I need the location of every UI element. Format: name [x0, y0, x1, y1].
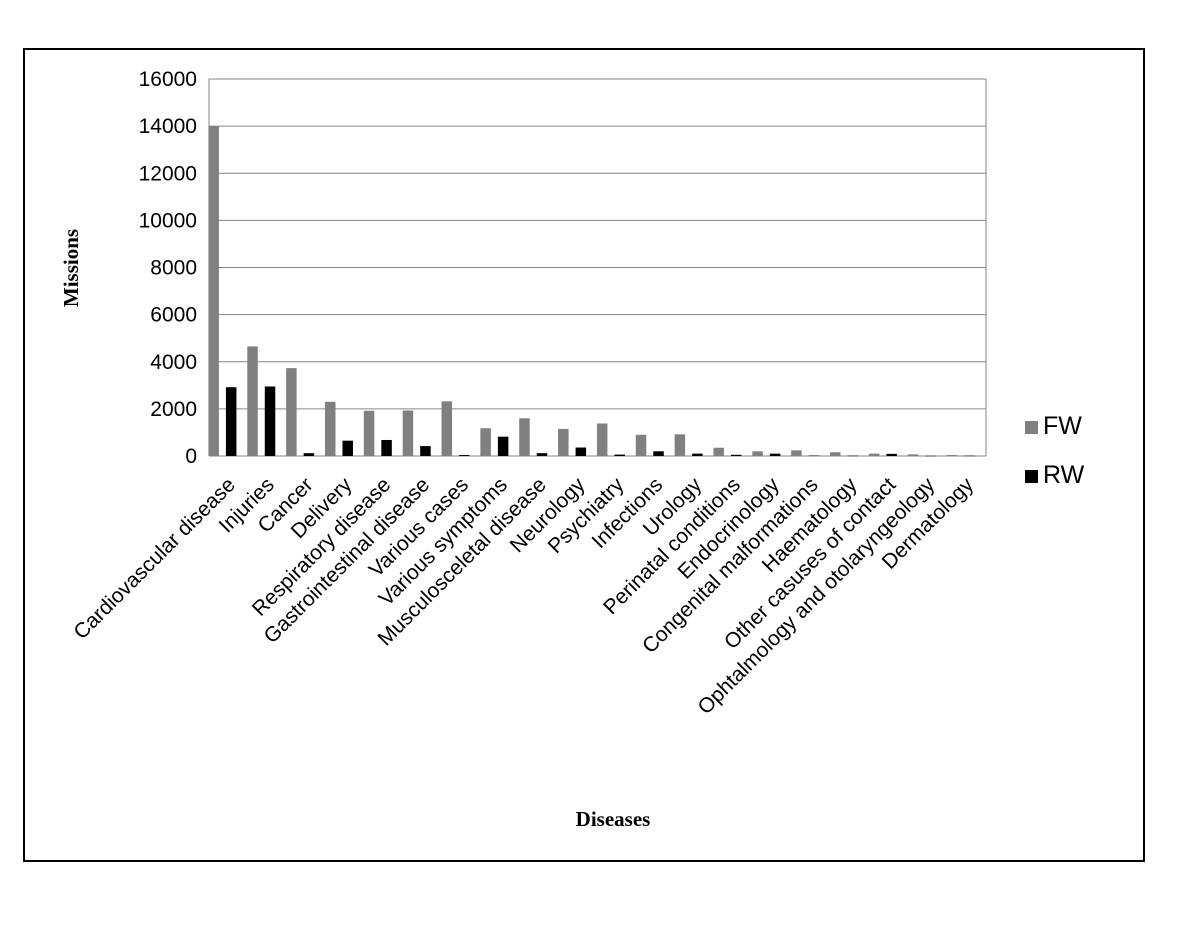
y-axis-ticks: 0 2000 4000 6000 8000 10000 12000 14000 16000 — [139, 68, 197, 468]
bar-fw — [558, 428, 569, 456]
bar-fw — [441, 401, 453, 456]
bar-fw — [946, 455, 958, 456]
bar-rw — [536, 453, 548, 456]
x-axis-title: Diseases — [576, 807, 651, 831]
bar-rw — [808, 455, 820, 457]
chart-frame: 0 2000 4000 6000 8000 10000 12000 14000 16000 Ca… — [23, 48, 1145, 862]
bar-fw — [363, 410, 375, 456]
y-tick-label: 10000 — [139, 209, 197, 232]
bar-fw — [635, 434, 647, 456]
legend-swatch-fw — [1025, 421, 1038, 434]
y-tick-label: 2000 — [150, 398, 197, 421]
y-tick-label: 8000 — [150, 257, 197, 280]
bar-fw — [713, 447, 724, 456]
bar-fw — [480, 428, 491, 456]
bar-rw — [653, 451, 664, 456]
y-tick-label: 4000 — [150, 351, 197, 374]
bar-chart: 0 2000 4000 6000 8000 10000 12000 14000 16000 Ca… — [59, 68, 1085, 831]
bar-rw — [225, 387, 237, 456]
y-tick-label: 0 — [185, 445, 197, 468]
bar-rw — [886, 453, 897, 456]
bar-fw — [830, 452, 841, 456]
bar-fw — [907, 454, 919, 456]
bar-rw — [264, 386, 276, 456]
bar-rw — [925, 455, 936, 457]
bar-fw — [519, 418, 530, 456]
bar-rw — [769, 453, 781, 456]
bar-rw — [342, 440, 353, 456]
bar-fw — [208, 126, 219, 456]
bar-rw — [730, 454, 742, 456]
bar-rw — [420, 446, 431, 456]
legend-label-fw: FW — [1043, 412, 1082, 440]
y-axis-title: Missions — [59, 229, 83, 307]
bar-fw — [596, 423, 608, 456]
legend-swatch-rw — [1025, 470, 1038, 483]
bar-rw — [847, 455, 859, 457]
bar-rw — [614, 454, 625, 456]
bar-fw — [402, 410, 414, 456]
bar-rw — [497, 436, 509, 456]
bar-fw — [324, 401, 336, 456]
gridlines — [208, 78, 987, 457]
bar-fw — [286, 368, 297, 456]
bar-rw — [575, 447, 587, 456]
y-tick-label: 14000 — [139, 115, 197, 138]
bar-fw — [247, 346, 258, 456]
bar-fw — [791, 450, 802, 456]
y-tick-label: 16000 — [139, 68, 197, 91]
bar-fw — [868, 453, 880, 456]
bar-fw — [752, 451, 763, 456]
legend: FW RW — [1025, 412, 1085, 489]
x-axis-labels: Cardiovascular diseaseInjuriesCancerDeli… — [69, 473, 978, 719]
bar-rw — [381, 439, 392, 456]
legend-label-rw: RW — [1043, 461, 1085, 489]
bars — [208, 126, 975, 457]
y-tick-label: 12000 — [139, 162, 197, 185]
y-tick-label: 6000 — [150, 304, 197, 327]
bar-fw — [674, 434, 686, 456]
bar-rw — [692, 453, 703, 456]
x-category-label: Cardiovascular disease — [69, 473, 240, 644]
bar-rw — [303, 453, 315, 456]
bar-rw — [459, 455, 470, 456]
bar-rw — [964, 455, 975, 457]
